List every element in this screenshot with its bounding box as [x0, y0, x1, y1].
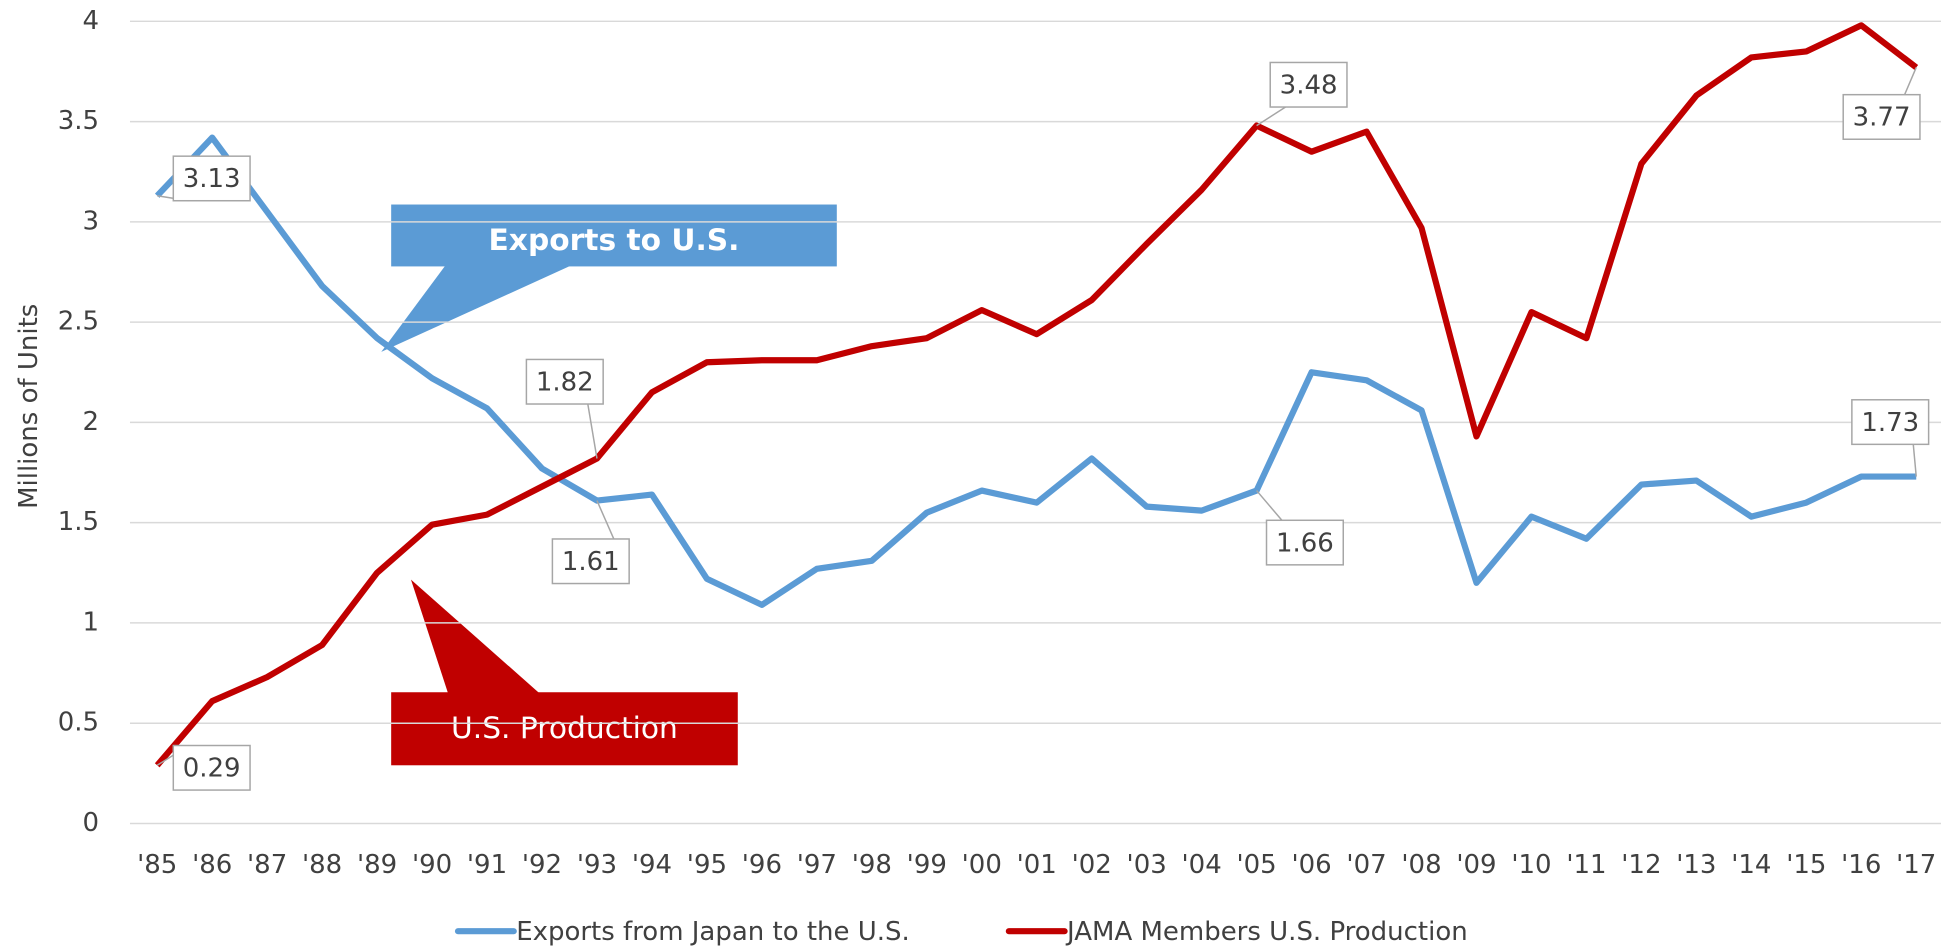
x-tick-label: '88	[302, 850, 342, 880]
leader-line	[1256, 106, 1286, 127]
x-tick-label: '02	[1072, 850, 1112, 880]
callout-pointer	[381, 265, 572, 352]
data-label-box	[1269, 61, 1348, 108]
x-tick-label: '93	[577, 850, 617, 880]
x-tick-label: '99	[907, 850, 947, 880]
callout-box	[391, 692, 738, 766]
data-label: 3.13	[183, 164, 241, 194]
y-tick-label: 0	[82, 808, 99, 838]
data-label: 3.77	[1853, 103, 1911, 133]
callout-box	[391, 204, 837, 267]
x-tick-label: '85	[137, 850, 177, 880]
legend-label: JAMA Members U.S. Production	[1065, 917, 1468, 947]
y-tick-label: 4	[82, 6, 99, 36]
data-label: 3.48	[1280, 70, 1338, 100]
x-tick-label: '97	[797, 850, 837, 880]
legend-label: Exports from Japan to the U.S.	[516, 917, 910, 947]
leader-line	[1903, 67, 1917, 95]
x-tick-label: '90	[412, 850, 452, 880]
x-tick-label: '06	[1291, 850, 1331, 880]
data-label: 1.73	[1861, 408, 1919, 438]
callout-text: Exports to U.S.	[489, 223, 740, 258]
x-tick-label: '17	[1896, 850, 1936, 880]
x-tick-label: '91	[467, 850, 507, 880]
data-label-box	[1851, 399, 1930, 446]
x-tick-label: '94	[632, 850, 672, 880]
data-label-box	[525, 358, 604, 405]
x-tick-label: '15	[1786, 850, 1826, 880]
x-tick-label: '89	[357, 850, 397, 880]
data-label-box	[1265, 519, 1345, 566]
x-tick-label: '05	[1236, 850, 1276, 880]
leader-line	[1912, 444, 1917, 477]
data-label-box	[172, 744, 251, 791]
x-tick-label: '12	[1621, 850, 1661, 880]
x-tick-label: '95	[687, 850, 727, 880]
data-label-box	[172, 155, 251, 202]
y-tick-label: 2	[82, 407, 99, 437]
x-tick-label: '00	[962, 850, 1002, 880]
x-tick-label: '04	[1182, 850, 1222, 880]
series-line	[154, 134, 1917, 608]
data-label-box	[551, 538, 630, 585]
y-tick-label: 3.5	[58, 106, 99, 136]
callout-text: U.S. Production	[451, 711, 678, 746]
x-tick-label: '14	[1731, 850, 1771, 880]
x-tick-label: '07	[1346, 850, 1386, 880]
x-tick-label: '03	[1127, 850, 1167, 880]
x-tick-label: '16	[1841, 850, 1881, 880]
data-label: 0.29	[183, 754, 241, 784]
x-tick-label: '09	[1456, 850, 1496, 880]
callout-pointer	[410, 579, 540, 694]
x-tick-label: '08	[1401, 850, 1441, 880]
y-tick-label: 3	[82, 206, 99, 236]
x-tick-label: '92	[522, 850, 562, 880]
y-tick-label: 2.5	[58, 307, 99, 337]
y-tick-label: 1.5	[58, 507, 99, 537]
y-tick-label: 0.5	[58, 708, 99, 738]
y-axis-label: Millions of Units	[14, 304, 44, 509]
x-tick-label: '98	[852, 850, 892, 880]
x-tick-label: '87	[247, 850, 287, 880]
data-label-box	[1842, 93, 1921, 140]
x-tick-label: '10	[1511, 850, 1551, 880]
data-label: 1.66	[1276, 528, 1334, 558]
data-label: 1.82	[536, 367, 594, 397]
x-tick-label: '96	[742, 850, 782, 880]
data-label: 1.61	[562, 547, 620, 577]
y-tick-label: 1	[82, 607, 99, 637]
x-tick-label: '86	[192, 850, 232, 880]
leader-line	[587, 403, 598, 459]
x-tick-label: '13	[1676, 850, 1716, 880]
leader-line	[1256, 490, 1283, 521]
x-tick-label: '01	[1017, 850, 1057, 880]
series-line	[154, 22, 1919, 768]
leader-line	[596, 500, 615, 540]
x-tick-label: '11	[1566, 850, 1606, 880]
